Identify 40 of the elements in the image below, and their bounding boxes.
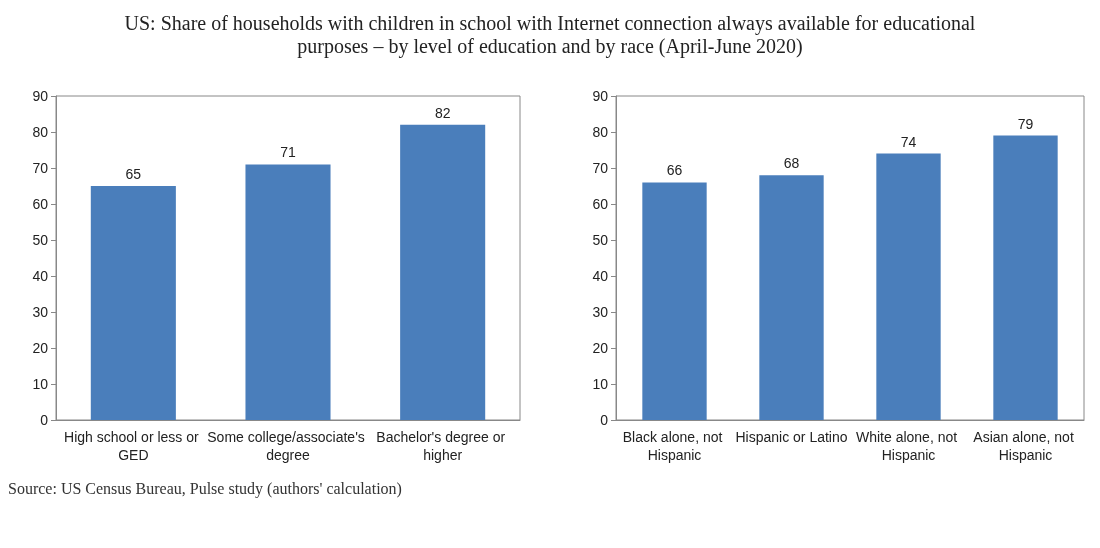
y-tick-label: 0 <box>600 412 609 428</box>
y-tick-label: 80 <box>32 124 49 140</box>
bar <box>759 175 824 420</box>
y-tick-label: 0 <box>40 412 49 428</box>
y-tick-label: 40 <box>32 268 49 284</box>
chart-title: US: Share of households with children in school with Internet connection always available for educational purposes – by level of education and by race (April-June 2020) <box>123 11 977 60</box>
data-label: 74 <box>900 133 917 150</box>
y-tick-label: 80 <box>592 124 609 140</box>
bar <box>876 153 941 420</box>
data-label: 79 <box>1017 115 1034 132</box>
y-tick-label: 90 <box>592 88 609 104</box>
x-tick-label: High school or less or GED <box>64 429 203 463</box>
y-tick-label: 60 <box>592 196 609 212</box>
data-label: 71 <box>280 144 296 161</box>
y-tick-label: 60 <box>32 196 49 212</box>
y-tick-label: 20 <box>592 340 609 356</box>
y-tick-label: 20 <box>32 340 49 356</box>
x-tick-label: Hispanic or Latino <box>735 429 848 445</box>
y-tick-label: 50 <box>592 232 609 248</box>
bar <box>993 135 1058 420</box>
y-tick-label: 10 <box>32 376 49 392</box>
y-tick-label: 30 <box>592 304 609 320</box>
x-tick-label: Black alone, not Hispanic <box>622 429 727 463</box>
y-tick-label: 40 <box>592 268 609 284</box>
y-tick-label: 30 <box>32 304 49 320</box>
x-tick-label: Some college/associate's degree <box>207 429 369 463</box>
data-label: 82 <box>434 104 451 121</box>
data-label: 66 <box>666 162 683 179</box>
source-note: Source: US Census Bureau, Pulse study (authors' calculation) <box>8 480 403 498</box>
y-tick-label: 50 <box>32 232 49 248</box>
x-tick-label: Asian alone, not Hispanic <box>973 429 1078 463</box>
x-tick-label: Bachelor's degree or higher <box>376 429 509 463</box>
y-tick-label: 10 <box>592 376 609 392</box>
bar <box>642 182 707 420</box>
data-label: 65 <box>125 166 142 182</box>
x-tick-label: White alone, not Hispanic <box>855 429 962 463</box>
data-label: 68 <box>783 155 800 172</box>
y-tick-label: 70 <box>592 160 609 176</box>
y-tick-label: 90 <box>32 88 49 104</box>
y-tick-label: 70 <box>32 160 49 176</box>
